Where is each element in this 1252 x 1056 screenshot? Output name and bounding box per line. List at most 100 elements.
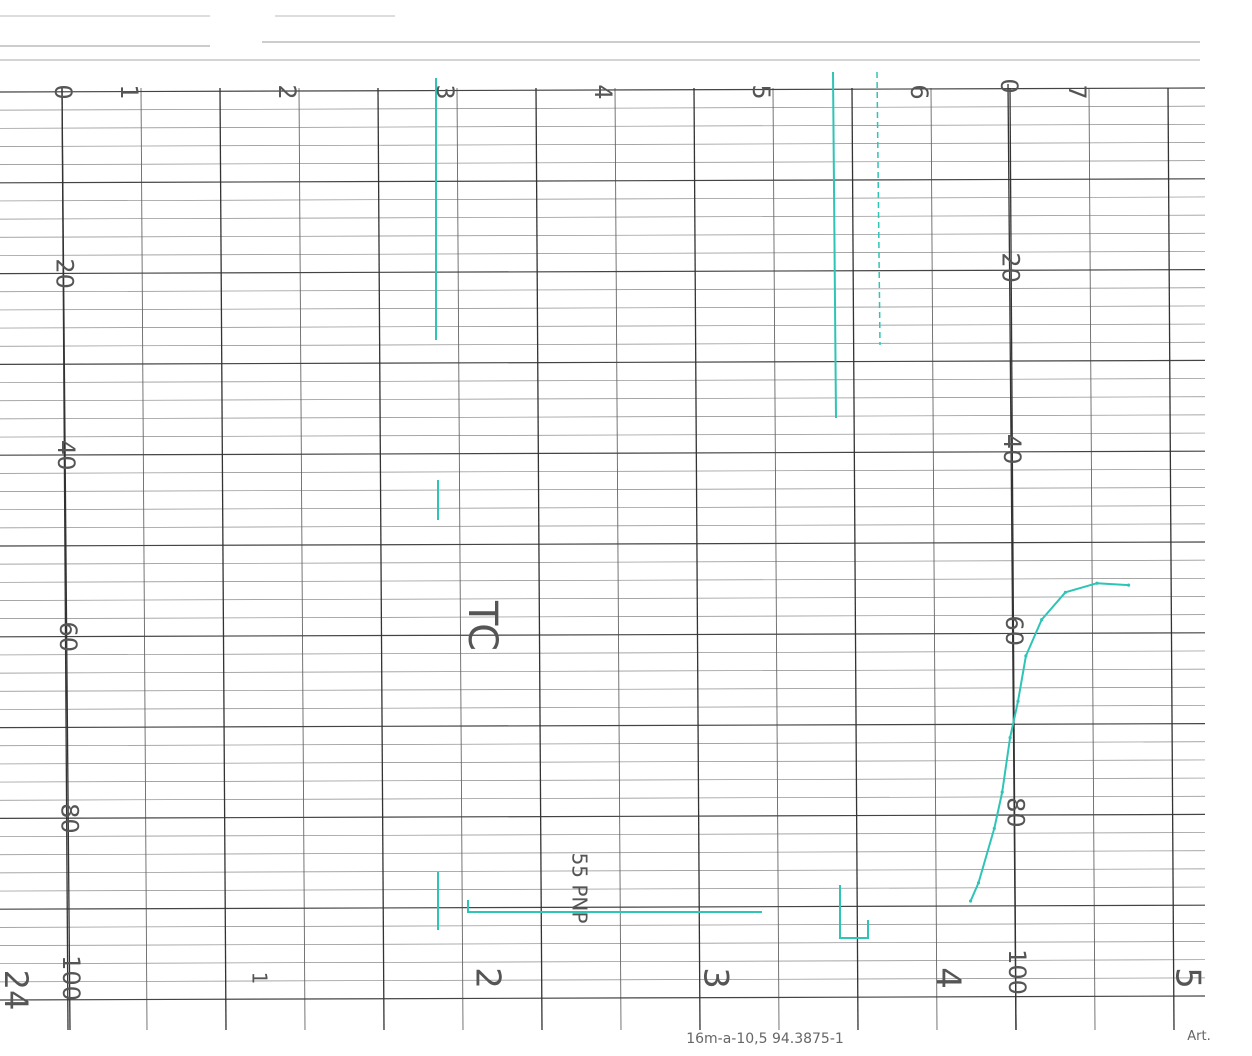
handwritten-tc-label: TC <box>459 600 505 651</box>
grid-halfhour-line <box>1088 87 1096 1031</box>
grid-hour-line <box>219 87 227 1031</box>
grid-major-hline <box>0 269 1206 275</box>
pen-event-tick <box>876 71 881 346</box>
grid-minor-hline <box>0 596 1206 601</box>
bottom-hour-tick-label: 3 <box>696 967 736 989</box>
left-scale-axis <box>61 87 71 1031</box>
trace-point <box>1040 618 1044 622</box>
grid-minor-hline <box>0 142 1206 147</box>
top-hour-tick-label: 5 <box>747 84 775 99</box>
grid-major-hline <box>0 995 1206 1001</box>
grid-minor-hline <box>0 105 1206 111</box>
grid-major-hline <box>0 722 1206 729</box>
trace-point <box>976 881 981 885</box>
grid-minor-hline <box>0 214 1206 220</box>
grid-hour-line <box>693 87 701 1031</box>
pen-bracket <box>467 900 762 913</box>
grid-hour-line <box>377 87 385 1031</box>
top-hour-tick-label: 7 <box>1063 84 1091 99</box>
grid-halfhour-line <box>614 87 622 1031</box>
right-scale-tick-label: 20 <box>997 252 1025 283</box>
left-scale-tick-label: 40 <box>52 440 80 471</box>
grid-minor-hline <box>0 305 1206 311</box>
art-label: Art. <box>1187 1029 1210 1044</box>
grid-major-hline <box>0 450 1206 456</box>
top-hour-tick-label: 4 <box>589 84 617 99</box>
trace-point <box>1024 654 1028 658</box>
grid-major-hline <box>0 541 1206 547</box>
grid-major-hline <box>0 904 1206 910</box>
trace-point <box>1127 583 1131 587</box>
grid-minor-hline <box>0 614 1206 619</box>
grid-minor-hline <box>0 886 1206 892</box>
grid-major-hline <box>0 87 1206 93</box>
grid-minor-hline <box>0 668 1206 674</box>
grid-major-hline <box>0 632 1206 638</box>
left-scale-tick-label: 60 <box>54 622 82 653</box>
trace-point <box>1063 590 1067 594</box>
product-note-label: 55 PNP <box>568 853 592 924</box>
grid-minor-hline <box>0 686 1206 692</box>
grid-minor-hline <box>0 777 1206 783</box>
grid-minor-hline <box>0 505 1206 511</box>
right-scale-tick-label: 60 <box>1000 616 1028 647</box>
top-hour-tick-label: 2 <box>273 84 301 99</box>
grid-minor-hline <box>0 923 1206 928</box>
chart-labels: 0 20 40 60 80 100 0 20 40 60 80 100 1 2 3 4 5 6 7 1 2 3 4 5 TC 55… <box>0 78 1211 1047</box>
grid-major-hline <box>0 813 1206 820</box>
grid-minor-hline <box>0 123 1206 129</box>
grid-minor-hline <box>0 323 1206 329</box>
trace-point <box>1016 699 1020 703</box>
bottom-hour-tick-label: 1 <box>248 972 272 985</box>
grid-minor-lines <box>0 15 1206 1031</box>
grid-halfhour-line <box>456 87 464 1031</box>
grid-hour-line <box>535 87 543 1031</box>
trace-point <box>1000 790 1004 794</box>
grid-major-hline <box>0 359 1206 365</box>
grid-minor-hline <box>0 868 1206 874</box>
top-hour-tick-label: 6 <box>905 84 933 99</box>
right-scale-tick-label: 40 <box>998 434 1026 465</box>
bottom-hour-tick-label: 5 <box>1168 967 1208 989</box>
bottom-hour-tick-label: 4 <box>928 967 968 989</box>
right-scale-tick-label: 80 <box>1001 797 1029 828</box>
grid-minor-hline <box>0 705 1206 710</box>
grid-minor-hline <box>0 941 1206 946</box>
grid-minor-hline <box>0 850 1206 856</box>
grid-minor-hline <box>0 469 1206 474</box>
left-scale-tick-label: 80 <box>55 803 83 834</box>
grid-minor-hline <box>0 251 1206 256</box>
grid-minor-hline <box>0 232 1206 238</box>
footer-code: 16m-a-10,5 94.3875-1 <box>686 1031 844 1047</box>
left-scale-tick-label: 20 <box>51 258 79 289</box>
top-hour-tick-label: 3 <box>431 84 459 99</box>
pen-event-tick <box>832 71 837 419</box>
grid-minor-hline <box>0 977 1206 983</box>
grid-hour-line <box>1167 87 1175 1031</box>
grid-minor-hline <box>0 577 1206 583</box>
right-scale-axis <box>1007 83 1017 1031</box>
grid-halfhour-line <box>298 87 306 1031</box>
grid-minor-hline <box>0 795 1206 801</box>
grid-halfhour-line <box>140 87 148 1031</box>
corner-label: 24 <box>0 970 35 1011</box>
grid-minor-hline <box>0 414 1206 420</box>
grid-halfhour-line <box>772 87 780 1031</box>
right-scale-tick-label: 0 <box>995 78 1023 93</box>
trace-point <box>969 899 973 903</box>
grid-minor-hline <box>0 741 1206 747</box>
grid-major-hline <box>0 178 1206 184</box>
grid-hour-line <box>851 87 859 1031</box>
grid-minor-hline <box>0 523 1206 529</box>
grid-minor-hline <box>0 287 1206 293</box>
grid-major-lines <box>0 83 1206 1031</box>
grid-minor-hline <box>0 487 1206 492</box>
grid-minor-hline <box>0 559 1206 565</box>
bottom-hour-tick-label: 2 <box>468 967 508 989</box>
grid-minor-hline <box>0 378 1206 383</box>
right-scale-tick-label: 100 <box>1003 949 1031 995</box>
grid-minor-hline <box>0 341 1206 347</box>
grid-minor-hline <box>0 832 1206 837</box>
grid-halfhour-line <box>930 87 938 1031</box>
